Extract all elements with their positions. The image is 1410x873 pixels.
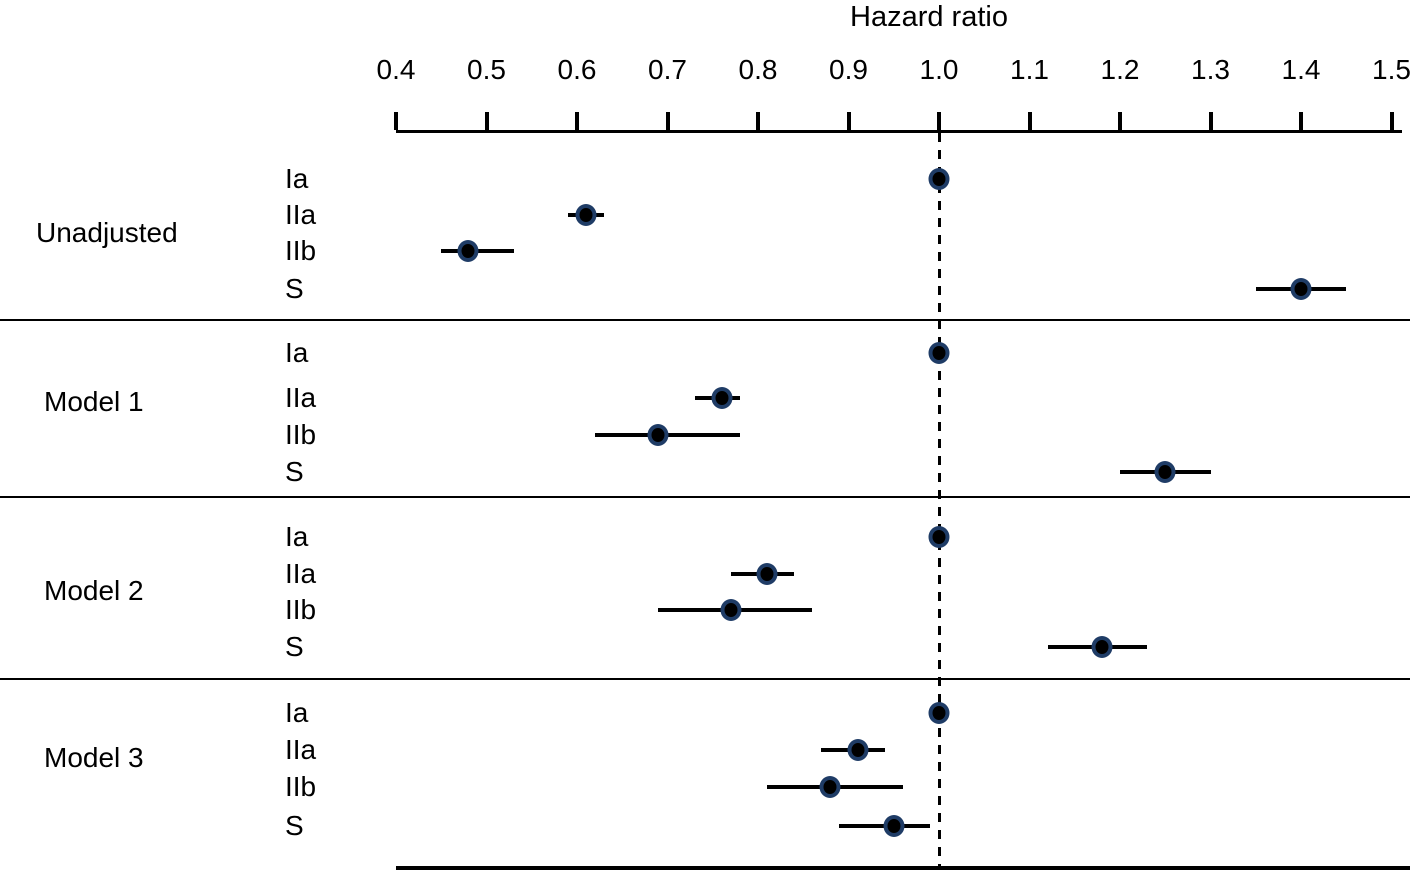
- x-axis-tick: [394, 112, 398, 130]
- row-label: IIa: [285, 382, 317, 413]
- forest-marker: [711, 387, 733, 409]
- x-axis-tick: [1389, 112, 1394, 130]
- row-label: IIb: [285, 235, 317, 266]
- group-label: Model 3: [44, 742, 144, 773]
- forest-marker: [928, 168, 950, 190]
- forest-marker: [1154, 461, 1176, 483]
- x-tick-label: 1.5: [1372, 54, 1410, 85]
- x-tick-label: 0.8: [738, 54, 778, 85]
- row-label: S: [285, 631, 304, 662]
- group-label: Unadjusted: [36, 217, 178, 248]
- x-tick-label: 1.0: [919, 54, 959, 85]
- x-tick-label: 0.7: [648, 54, 687, 85]
- group-separator: [0, 678, 1410, 680]
- row-label: IIb: [285, 594, 317, 625]
- x-axis-tick: [846, 112, 851, 130]
- forest-marker: [883, 815, 905, 837]
- forest-marker: [1290, 278, 1312, 300]
- row-label: IIb: [285, 771, 317, 802]
- forest-marker: [847, 739, 869, 761]
- x-axis-tick: [1027, 112, 1032, 130]
- row-label: Ia: [285, 697, 309, 728]
- x-axis-tick: [484, 112, 489, 130]
- row-label: S: [285, 273, 304, 304]
- chart-title: Hazard ratio: [850, 1, 1008, 33]
- row-label: IIa: [285, 734, 317, 765]
- forest-marker: [756, 563, 778, 585]
- reference-line: [937, 133, 941, 866]
- row-label: IIa: [285, 558, 317, 589]
- row-label: S: [285, 456, 304, 487]
- group-label: Model 1: [44, 386, 144, 417]
- x-axis-tick: [1118, 112, 1122, 130]
- x-axis-tick: [937, 112, 941, 130]
- group-separator: [0, 496, 1410, 498]
- x-tick-label: 0.9: [829, 54, 868, 85]
- forest-marker: [928, 526, 950, 548]
- x-tick-label: 0.5: [467, 54, 506, 85]
- x-tick-label: 1.4: [1281, 54, 1321, 85]
- x-tick-label: 0.4: [376, 54, 416, 85]
- row-label: IIa: [285, 199, 317, 230]
- forest-marker: [457, 240, 479, 262]
- forest-marker: [819, 776, 841, 798]
- row-label: S: [285, 810, 304, 841]
- forest-marker: [928, 702, 950, 724]
- forest-marker: [575, 204, 597, 226]
- x-axis-tick: [1299, 112, 1303, 130]
- row-label: Ia: [285, 337, 309, 368]
- x-tick-label: 1.3: [1191, 54, 1230, 85]
- row-label: Ia: [285, 521, 309, 552]
- group-label: Model 2: [44, 575, 144, 606]
- x-tick-label: 1.1: [1010, 54, 1049, 85]
- x-axis-line: [396, 130, 1402, 133]
- forest-marker: [1091, 636, 1113, 658]
- forest-marker: [720, 599, 742, 621]
- x-tick-label: 0.6: [557, 54, 597, 85]
- x-axis-tick: [575, 112, 579, 130]
- x-axis-tick: [756, 112, 760, 130]
- group-separator: [0, 319, 1410, 321]
- x-tick-label: 1.2: [1100, 54, 1140, 85]
- row-label: Ia: [285, 163, 309, 194]
- forest-marker: [647, 424, 669, 446]
- x-axis-tick: [1208, 112, 1213, 130]
- row-label: IIb: [285, 419, 317, 450]
- forest-marker: [928, 342, 950, 364]
- bottom-axis-line: [396, 866, 1410, 870]
- x-axis-tick: [665, 112, 670, 130]
